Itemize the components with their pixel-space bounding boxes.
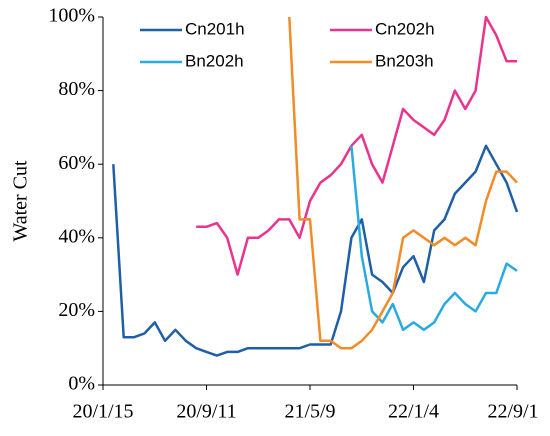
y-tick-label: 60% [58,152,95,174]
x-tick-label: 20/9/11 [176,401,236,423]
y-tick-label: 100% [48,5,95,27]
y-tick-label: 80% [58,78,95,100]
series-line [196,15,517,276]
y-tick-label: 40% [58,225,95,247]
y-tick-label: 20% [58,299,95,321]
legend-label: Cn202h [375,19,435,38]
y-tick-label: 0% [68,373,95,395]
x-tick-label: 21/5/9 [284,401,335,423]
x-tick-label: 22/1/4 [388,401,439,423]
legend-label: Cn201h [185,19,245,38]
x-tick-label: 22/9/1 [487,401,538,423]
legend-label: Bn202h [185,51,244,70]
y-axis-label: Water Cut [10,160,32,242]
x-tick-label: 20/1/15 [72,401,133,423]
series-line [112,144,519,357]
series-line [288,16,518,350]
legend-label: Bn203h [375,51,434,70]
